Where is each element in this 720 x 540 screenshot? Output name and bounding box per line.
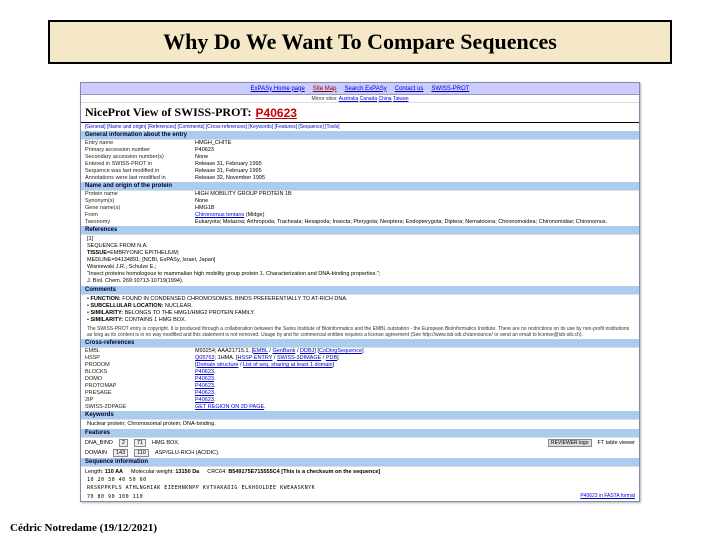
section-links[interactable]: [General] [Name and origin] [References]… <box>81 123 639 131</box>
accession-link[interactable]: P40623 <box>256 106 297 120</box>
comments-body: • FUNCTION: FOUND IN CONDENSED CHROMOSOM… <box>81 295 639 325</box>
section-features: Features <box>81 429 639 438</box>
mirror-au[interactable]: Australia <box>339 96 358 102</box>
section-refs: References <box>81 226 639 235</box>
fasta-link[interactable]: P40623 in FASTA format <box>580 493 635 499</box>
section-keywords: Keywords <box>81 411 639 420</box>
features-row1: DNA_BIND 2 71 HMG BOX. REVIEWER logo FT … <box>81 438 639 448</box>
ft-table-link[interactable]: FT table viewer <box>598 440 636 446</box>
section-origin: Name and origin of the protein <box>81 182 639 191</box>
nav-search[interactable]: Search ExPASy <box>344 86 386 92</box>
section-general: General information about the entry <box>81 131 639 140</box>
xref-table: EMBLM93254; AAA21715.1. [EMBL / GenBank … <box>81 348 639 411</box>
refs-body: [1]SEQUENCE FROM N.A.TISSUE=EMBRYONIC EP… <box>81 235 639 286</box>
nav-sitemap[interactable]: Site Map <box>313 86 337 92</box>
slide-footer: Cédric Notredame (19/12/2021) <box>10 522 157 534</box>
browser-window: ExPASy Home page Site Map Search ExPASy … <box>80 82 640 502</box>
seq-line2: SHYADALKGA GAEGKGGLEA GGDEDDDAGE KGADEEE… <box>81 500 639 502</box>
seq-line1: RKSKPPKPLS ATHLNGHIAK EIEEHNKNPP KVTVAKA… <box>81 483 639 494</box>
mirror-ca[interactable]: Canada <box>360 96 378 102</box>
mirror-tw[interactable]: Taiwan <box>393 96 409 102</box>
nav-contact[interactable]: Contact us <box>395 86 424 92</box>
features-row2: DOMAIN 143 110 ASP/GLU-RICH (ACIDIC). <box>81 448 639 458</box>
section-seq: Sequence information <box>81 458 639 467</box>
keywords-body: Nuclear protein; Chromosomal protein; DN… <box>81 420 639 429</box>
reviewer-button[interactable]: REVIEWER logo <box>548 439 592 447</box>
section-comments: Comments <box>81 286 639 295</box>
nav-swiss[interactable]: SWISS-PROT <box>431 86 469 92</box>
mirror-bar: Mirror sites: Australia Canada China Tai… <box>81 95 639 103</box>
nav-home[interactable]: ExPASy Home page <box>251 86 305 92</box>
slide-title: Why Do We Want To Compare Sequences <box>163 29 557 55</box>
seqinfo: Length: 110 AA Molecular weight: 13150 D… <box>81 467 639 477</box>
mirror-cn[interactable]: China <box>379 96 392 102</box>
origin-table: Protein nameHIGH MOBILITY GROUP PROTEIN … <box>81 191 639 226</box>
expasy-navbar: ExPASy Home page Site Map Search ExPASy … <box>81 83 639 95</box>
general-table: Entry nameHMGH_CHITEPrimary accession nu… <box>81 140 639 182</box>
section-xref: Cross-references <box>81 339 639 348</box>
title-box: Why Do We Want To Compare Sequences <box>48 20 672 64</box>
niceprot-header: NiceProt View of SWISS-PROT: P40623 <box>81 103 639 123</box>
copyright: The SWISS-PROT entry is copyright. It is… <box>81 325 639 339</box>
